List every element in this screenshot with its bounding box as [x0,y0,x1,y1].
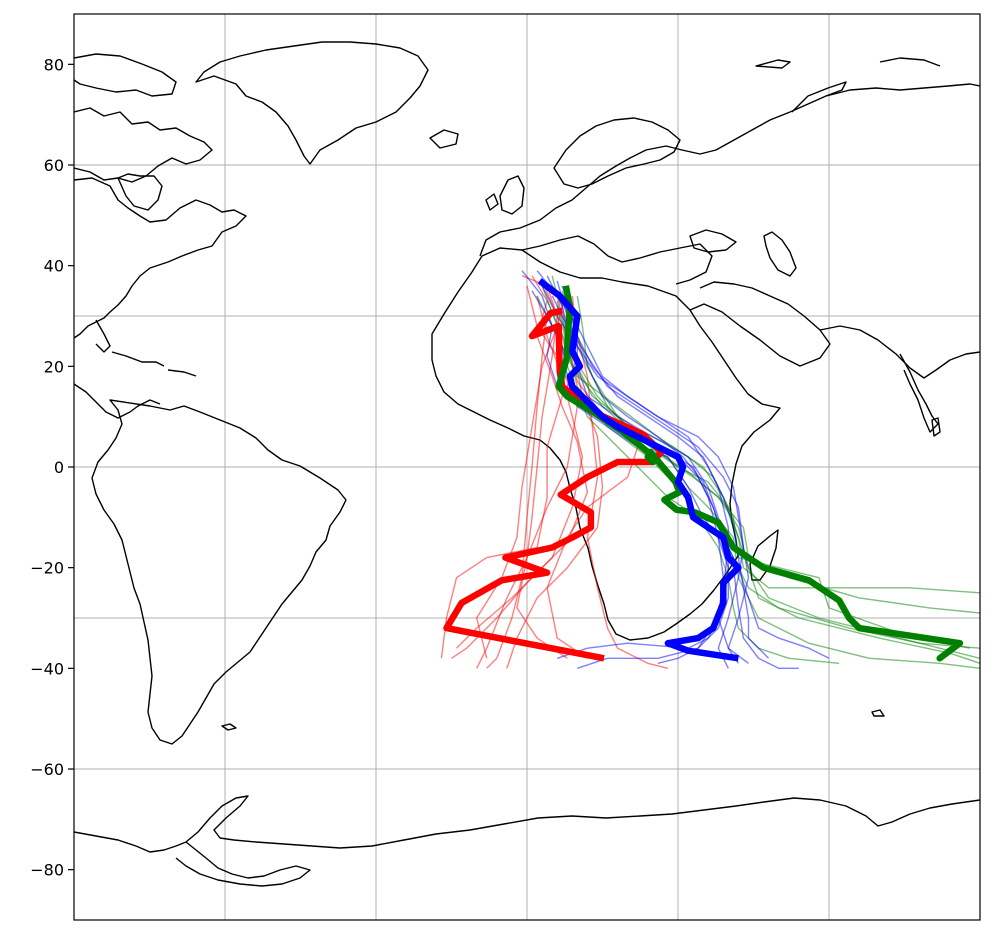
south-america-coast [91,399,347,745]
y-tick-label: 80 [44,55,64,74]
britain-coast [485,175,525,215]
red-trajectory-track [486,315,548,669]
kerguelen-coast [871,709,885,717]
asia-coast [819,325,980,379]
north-america-north-coast [74,107,213,183]
y-tick-label: −40 [30,659,64,678]
red-trajectory-track [440,280,568,659]
y-tick-label: −80 [30,861,64,880]
blue-trajectory-track [541,285,830,659]
arctic-islands-coast [74,53,177,97]
y-tick-label: 40 [44,257,64,276]
y-tick-label: −60 [30,760,64,779]
arctic-russia-coast [755,57,941,113]
blue-trajectory-track [521,270,799,669]
blue-mean-trajectory [537,278,742,662]
black-sea-coast [689,229,737,253]
caspian-coast [763,231,797,277]
sri-lanka-coast [931,417,941,437]
greenland-coast [195,41,429,165]
antarctica-coast [74,795,980,853]
y-tick-label: 20 [44,357,64,376]
caribbean-islands-coast [111,351,197,377]
mediterranean-coast [521,235,713,285]
central-america-coast [74,383,161,419]
red-mean-trajectory [443,307,665,662]
blue-trajectory-track [561,285,745,669]
green-trajectory-track [546,300,980,614]
y-axis-ticks: 80 60 40 20 0 −20 −40 −60 −80 [30,55,74,880]
red-trajectory-track [476,285,568,659]
hudson-bay-coast [117,173,163,211]
red-trajectory-track [571,295,669,669]
scandinavia-coast [553,117,681,189]
gridlines [74,14,980,920]
y-tick-label: 60 [44,156,64,175]
blue-trajectory-track [556,300,729,659]
iceland-coast [429,129,459,149]
arabia-coast [689,281,831,367]
north-america-coast [74,177,247,339]
antarctic-peninsula-coast [175,841,311,887]
india-coast [899,353,939,433]
europe-coast [479,83,980,257]
falkland-islands-coast [221,723,237,731]
blue-trajectory-track [551,295,750,664]
mean-trajectories [443,278,964,662]
red-trajectory-track [516,285,578,659]
y-tick-label: −20 [30,559,64,578]
y-tick-label: 0 [54,458,64,477]
florida-coast [95,319,111,353]
